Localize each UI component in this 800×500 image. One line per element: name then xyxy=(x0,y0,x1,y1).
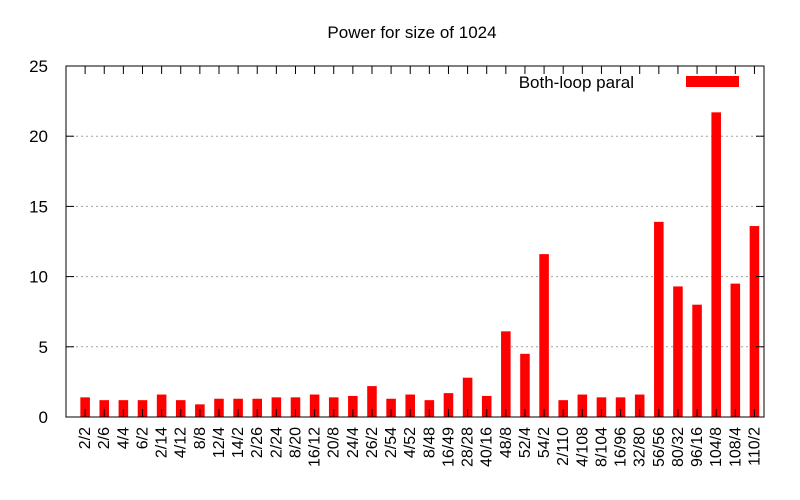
x-tick-labels: 2/2 2/6 4/4 6/2 2/14 4/12 8/8 12/4 14/2 2/26 2/24 8… xyxy=(77,427,763,467)
x-tick-label: 104/8 xyxy=(708,427,725,467)
bar xyxy=(348,395,358,417)
bar xyxy=(367,386,377,417)
y-tick-label: 5 xyxy=(39,338,48,357)
plot-frame xyxy=(65,65,765,418)
bar xyxy=(654,221,664,417)
bar xyxy=(271,397,282,417)
bar xyxy=(711,112,721,417)
x-tick-label: 16/96 xyxy=(613,427,630,467)
bar xyxy=(290,397,301,417)
bar xyxy=(749,226,760,417)
bar xyxy=(424,400,435,417)
x-tick-label: 16/49 xyxy=(440,427,457,467)
x-tick-label: 2/110 xyxy=(555,427,572,466)
bar xyxy=(118,400,129,417)
x-tick-label: 2/24 xyxy=(268,427,285,458)
bar xyxy=(252,398,263,417)
bar xyxy=(730,283,741,417)
bar xyxy=(692,304,702,417)
x-tick-label: 12/4 xyxy=(211,427,228,458)
bar xyxy=(386,398,396,417)
y-tick-label: 0 xyxy=(39,408,48,427)
x-tick-label: 2/14 xyxy=(154,427,171,458)
x-tick-label: 48/8 xyxy=(498,427,515,458)
legend-label: Both-loop paral xyxy=(519,73,634,92)
x-tick-label: 8/104 xyxy=(593,427,610,467)
legend: Both-loop paral xyxy=(519,73,739,92)
x-tick-label: 26/2 xyxy=(364,427,381,458)
x-tick-label: 8/8 xyxy=(192,427,209,449)
bar xyxy=(99,400,110,417)
x-tick-label: 32/80 xyxy=(632,427,649,467)
bar xyxy=(596,397,607,417)
bar xyxy=(539,254,549,417)
grid-lines xyxy=(66,135,764,348)
x-tick-label: 40/16 xyxy=(479,427,496,467)
x-tick-label: 2/54 xyxy=(383,427,400,458)
x-tick-label: 110/2 xyxy=(746,427,763,466)
bars xyxy=(80,112,760,417)
x-tick-label: 6/2 xyxy=(134,427,151,449)
bar xyxy=(634,394,645,417)
x-tick-label: 2/2 xyxy=(77,427,94,449)
bar xyxy=(501,331,511,417)
x-tick-label: 4/4 xyxy=(115,427,132,449)
bar xyxy=(481,395,492,417)
axis-ticks xyxy=(66,65,764,418)
x-tick-label: 52/4 xyxy=(517,427,534,458)
x-tick-label: 24/4 xyxy=(345,427,362,458)
y-tick-label: 20 xyxy=(29,127,48,146)
x-tick-label: 108/4 xyxy=(727,427,744,467)
bar xyxy=(233,398,243,417)
bar xyxy=(443,393,454,417)
x-tick-label: 8/48 xyxy=(421,427,438,458)
y-tick-label: 15 xyxy=(29,197,48,216)
bar xyxy=(175,400,186,417)
bar xyxy=(309,394,320,417)
bar xyxy=(558,400,568,417)
x-tick-label: 54/2 xyxy=(536,427,553,458)
bar xyxy=(462,377,473,417)
x-tick-label: 16/12 xyxy=(307,427,324,467)
y-tick-labels: 0 5 10 15 20 25 xyxy=(29,57,48,427)
bar xyxy=(577,394,588,417)
legend-swatch xyxy=(686,76,739,87)
bar xyxy=(405,394,415,417)
x-tick-label: 28/28 xyxy=(460,427,477,467)
x-tick-label: 96/16 xyxy=(689,427,706,467)
x-tick-label: 2/26 xyxy=(249,427,266,458)
bar xyxy=(328,397,339,417)
x-tick-label: 4/12 xyxy=(173,427,190,458)
bar xyxy=(520,353,530,417)
y-tick-label: 10 xyxy=(29,268,48,287)
bar xyxy=(615,397,626,417)
x-tick-label: 8/20 xyxy=(287,427,304,458)
x-tick-label: 14/2 xyxy=(230,427,247,458)
x-tick-label: 2/6 xyxy=(96,427,113,449)
x-tick-label: 20/8 xyxy=(326,427,343,458)
x-tick-label: 4/108 xyxy=(574,427,591,467)
x-tick-label: 4/52 xyxy=(402,427,419,458)
bar xyxy=(673,286,683,417)
y-tick-label: 25 xyxy=(29,57,48,76)
x-tick-label: 56/56 xyxy=(651,427,668,467)
bar xyxy=(80,397,90,417)
chart-title: Power for size of 1024 xyxy=(327,23,496,42)
x-tick-label: 80/32 xyxy=(670,427,687,467)
bar xyxy=(214,398,224,417)
bar xyxy=(156,394,167,417)
bar xyxy=(137,400,148,417)
